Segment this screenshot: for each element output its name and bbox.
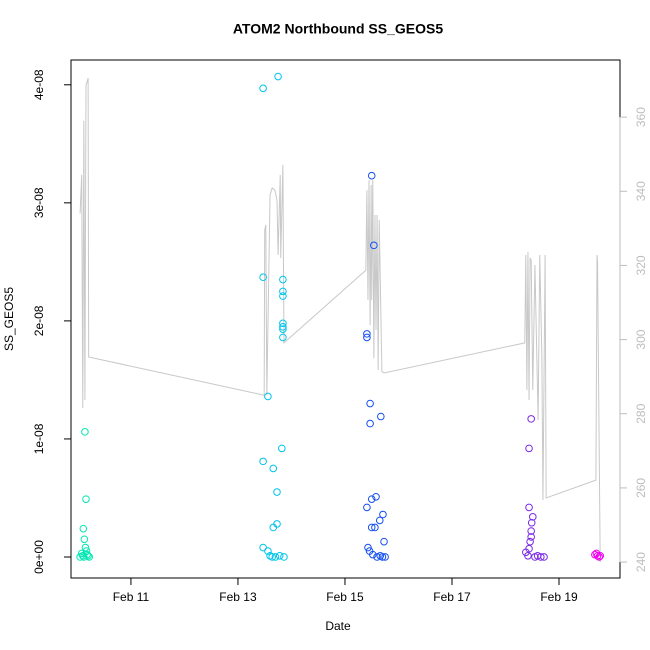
point <box>375 516 384 525</box>
x-axis-label: Date <box>325 619 351 633</box>
point <box>274 72 282 81</box>
point <box>377 412 385 421</box>
point <box>76 553 84 561</box>
point <box>527 518 536 527</box>
point <box>379 510 387 519</box>
point <box>367 523 376 532</box>
point <box>527 415 535 423</box>
point <box>370 241 378 250</box>
point <box>363 503 371 512</box>
x-tick-label: Feb 11 <box>113 590 150 604</box>
x-tick-label: Feb 15 <box>326 590 364 604</box>
point <box>364 543 372 552</box>
y2-tick-label: 300 <box>634 329 648 349</box>
point <box>264 392 272 401</box>
point <box>279 319 287 328</box>
y2-tick-label: 340 <box>634 181 648 201</box>
point <box>363 333 371 342</box>
y2-tick-label: 240 <box>634 552 648 572</box>
point <box>381 553 389 561</box>
point <box>269 523 278 532</box>
point <box>278 444 286 453</box>
point <box>83 550 91 559</box>
chart-title: ATOM2 Northbound SS_GEOS5 <box>233 21 443 37</box>
point <box>368 550 377 559</box>
point <box>595 553 603 561</box>
y2-tick-label: 260 <box>634 478 648 498</box>
point <box>524 552 532 560</box>
point <box>380 537 388 546</box>
point <box>84 552 92 560</box>
point <box>526 537 534 546</box>
y-tick-label: 3e-08 <box>32 187 46 218</box>
point <box>279 325 287 333</box>
x-tick-label: Feb 17 <box>433 590 471 604</box>
point <box>273 488 281 496</box>
point <box>268 553 276 561</box>
point <box>373 553 381 561</box>
plot-frame <box>70 59 621 579</box>
x-tick-label: Feb 13 <box>219 590 257 604</box>
point <box>363 330 371 338</box>
point <box>264 547 272 555</box>
point <box>259 273 267 282</box>
point <box>528 513 537 521</box>
point <box>371 523 379 532</box>
point <box>593 552 602 560</box>
y2-tick-label: 320 <box>634 255 648 275</box>
y-tick-label: 2e-08 <box>32 305 46 336</box>
point <box>275 552 284 560</box>
point <box>259 84 267 93</box>
point <box>366 399 374 408</box>
point <box>279 287 287 296</box>
point <box>80 535 89 544</box>
point <box>269 464 278 473</box>
point <box>279 322 287 331</box>
line <box>79 78 601 563</box>
point <box>527 533 535 541</box>
point <box>378 553 387 561</box>
y-tick-label: 4e-08 <box>32 69 46 100</box>
y-axis-label: SS_GEOS5 <box>2 287 16 351</box>
point <box>279 292 287 300</box>
point <box>81 543 90 552</box>
point <box>366 419 374 428</box>
point <box>79 524 88 533</box>
point <box>525 444 533 453</box>
point <box>525 503 533 512</box>
y2-tick-label: 360 <box>634 107 648 127</box>
point <box>367 171 376 180</box>
point <box>279 275 287 284</box>
point <box>279 333 287 342</box>
x-tick-label: Feb 19 <box>540 590 578 604</box>
point <box>82 495 90 503</box>
y-tick-label: 0e+00 <box>32 540 46 574</box>
point <box>540 553 548 561</box>
point <box>527 527 535 535</box>
y2-tick-label: 280 <box>634 403 648 423</box>
point <box>596 552 605 560</box>
point <box>85 553 93 561</box>
point <box>271 553 280 561</box>
point <box>537 553 545 561</box>
point <box>367 495 376 503</box>
y-tick-label: 1e-08 <box>32 423 46 454</box>
point <box>81 428 89 436</box>
point <box>280 553 288 561</box>
point <box>259 543 267 552</box>
point <box>273 520 281 528</box>
point <box>372 492 380 501</box>
point <box>259 457 267 466</box>
